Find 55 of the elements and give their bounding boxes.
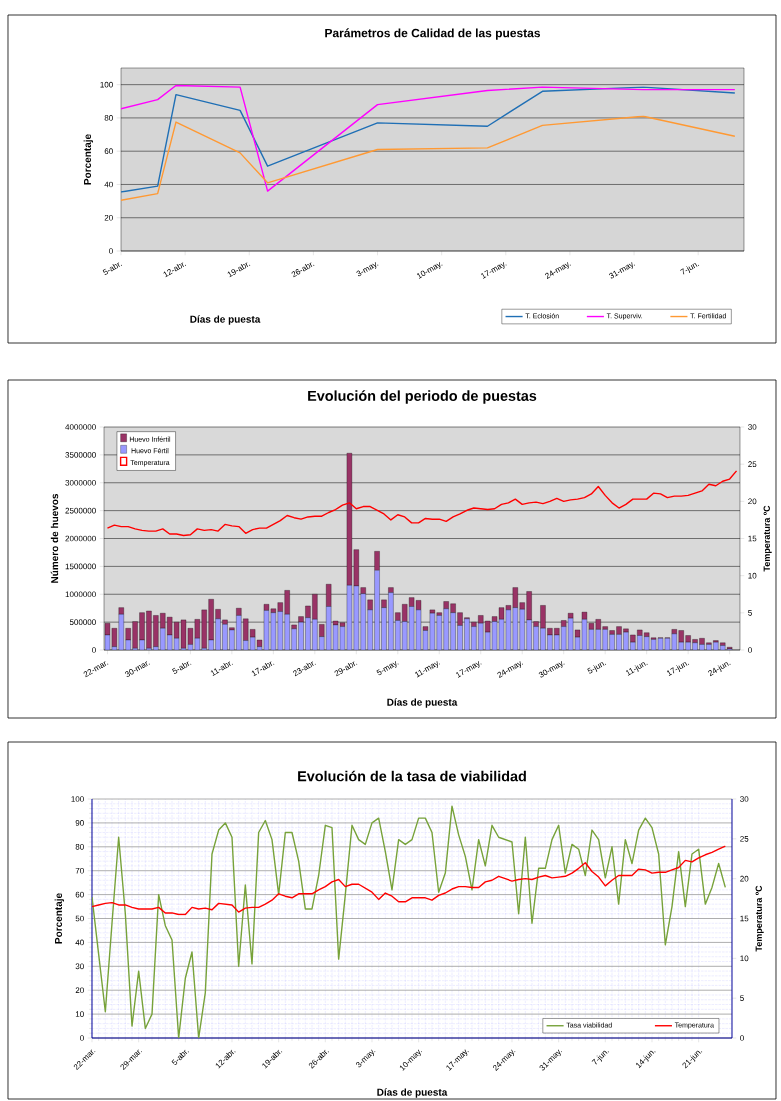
y2-tick-label: 20	[748, 498, 757, 505]
y-tick-label: 40	[104, 181, 113, 188]
y-tick-label: 0	[80, 1035, 84, 1041]
y2-tick-label: 5	[740, 995, 744, 1001]
y2-tick-label: 30	[740, 796, 749, 802]
y-tick-label: 80	[104, 115, 113, 121]
y-tick-label: 1000000	[65, 591, 96, 598]
y-axis-title: Número de huevos	[50, 493, 59, 583]
x-axis-title: Días de puesta	[377, 1088, 448, 1098]
y-tick-label: 3000000	[65, 479, 96, 486]
y-tick-label: 90	[75, 820, 84, 826]
y2-axis-title: Temperatura ºC	[755, 885, 764, 952]
y-tick-label: 70	[75, 867, 84, 874]
y-axis-title: Porcentaje	[54, 893, 64, 944]
y-axis-title: Porcentaje	[83, 134, 93, 185]
y-tick-label: 20	[104, 214, 113, 221]
y-tick-label: 0	[92, 647, 96, 653]
y2-tick-label: 30	[748, 424, 757, 430]
y-tick-label: 4000000	[65, 424, 96, 430]
y2-tick-label: 5	[748, 610, 752, 616]
y-tick-label: 60	[104, 148, 113, 155]
y2-axis-title: Temperatura ºC	[763, 505, 772, 572]
y2-tick-label: 0	[740, 1035, 744, 1041]
y2-tick-label: 25	[740, 836, 749, 842]
x-tick-label: 5-abr.	[102, 262, 122, 275]
y-tick-label: 1500000	[65, 563, 96, 570]
y2-tick-label: 15	[748, 535, 757, 542]
y-tick-label: 3500000	[65, 452, 96, 458]
y-tick-label: 100	[100, 81, 113, 88]
y-tick-label: 0	[109, 248, 113, 254]
x-tick-label: 5-abr.	[172, 661, 192, 674]
y-tick-label: 50	[75, 915, 84, 922]
chart-title: Parámetros de Calidad de las puestas	[325, 28, 541, 40]
y-tick-label: 10	[75, 1011, 84, 1017]
y2-tick-label: 20	[740, 875, 749, 882]
chart-title: Evolución del periodo de puestas	[308, 390, 537, 404]
y-tick-label: 100	[71, 796, 84, 802]
y-tick-label: 40	[75, 939, 84, 946]
y2-tick-label: 25	[748, 461, 757, 468]
y2-tick-label: 10	[748, 572, 757, 579]
x-tick-label: 5-jun.	[587, 662, 607, 674]
x-axis-title: Días de puesta	[190, 315, 261, 325]
y2-tick-label: 10	[740, 955, 749, 962]
y-tick-label: 80	[75, 843, 84, 850]
chart-title: Evolución de la tasa de viabilidad	[298, 770, 526, 782]
x-tick-label: 7-jun.	[680, 263, 700, 275]
y-tick-label: 20	[75, 987, 84, 994]
y-tick-label: 60	[75, 891, 84, 898]
y2-tick-label: 15	[740, 915, 749, 922]
y2-tick-label: 0	[748, 647, 752, 653]
y-tick-label: 2000000	[65, 535, 96, 542]
y-tick-label: 2500000	[65, 507, 96, 514]
x-axis-title: Días de puesta	[387, 698, 458, 708]
y-tick-label: 500000	[69, 619, 96, 625]
y-tick-label: 30	[75, 963, 84, 970]
